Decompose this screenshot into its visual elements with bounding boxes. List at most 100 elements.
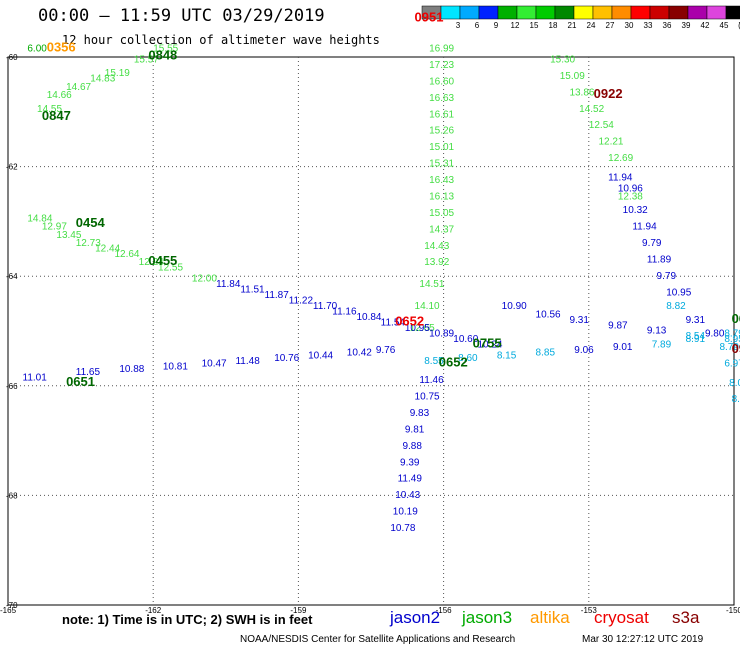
color-scale-label: 9	[494, 21, 499, 30]
swh-value: 11.94	[632, 222, 657, 233]
satellite-legend-jason2: jason2	[390, 608, 441, 627]
pass-time-label: 0755	[473, 335, 502, 350]
swh-value: 16.60	[429, 76, 454, 87]
swh-value: 8.79	[719, 342, 739, 353]
swh-value: 9.87	[608, 320, 628, 331]
swh-value: 16.13	[429, 191, 454, 202]
swh-value: 15.31	[429, 159, 454, 170]
swh-value: 13.92	[424, 257, 449, 268]
color-scale-label: 33	[644, 21, 653, 30]
swh-value: 10.19	[393, 507, 418, 518]
swh-value: 10.47	[202, 359, 227, 370]
lat-tick-label: -68	[6, 491, 18, 500]
swh-value: 12.97	[42, 222, 67, 233]
color-scale: 36912151821242730333639424570(ft)	[421, 5, 740, 30]
swh-value: 15.57	[134, 54, 159, 65]
swh-value: 8.55	[424, 356, 444, 367]
map-frame	[7, 56, 735, 606]
swh-value: 8.85	[536, 348, 556, 359]
swh-value: 11.49	[398, 474, 423, 485]
swh-value: 12.64	[114, 249, 139, 260]
swh-value: 10.44	[308, 350, 333, 361]
color-scale-label: 24	[587, 21, 596, 30]
color-scale-label: 6	[475, 21, 480, 30]
swh-value: 14.84	[27, 213, 52, 224]
swh-value: 12.55	[158, 263, 183, 274]
swh-value: 10.95	[666, 287, 691, 298]
swh-value: 13.45	[56, 230, 81, 241]
swh-value: 16.63	[429, 93, 454, 104]
lat-tick-label: -62	[6, 163, 18, 172]
swh-value: 12.44	[95, 244, 120, 255]
color-scale-label: 27	[606, 21, 615, 30]
color-scale-label: 42	[701, 21, 710, 30]
swh-value: 13.86	[569, 87, 594, 98]
color-scale-label: 30	[625, 21, 634, 30]
swh-value: 10.89	[429, 328, 454, 339]
swh-value: 10.90	[502, 301, 527, 312]
swh-value: 11.54	[381, 318, 406, 329]
swh-value: 8.95	[724, 334, 740, 345]
swh-value: 8.79	[724, 328, 740, 339]
swh-value: 9.39	[400, 457, 420, 468]
swh-value: 11.89	[647, 255, 672, 266]
swh-value: 12.69	[608, 153, 633, 164]
color-scale-unit: (ft)	[738, 21, 740, 30]
swh-value: 9.88	[402, 441, 422, 452]
lat-tick-label: -66	[6, 382, 18, 391]
swh-value: 12.00	[192, 274, 217, 285]
swh-track-s3a: 8.829.319.808.796.978.048.1	[666, 301, 740, 405]
color-scale-label: 70	[739, 21, 740, 30]
color-scale-label: 15	[530, 21, 539, 30]
swh-value: 8.91	[686, 334, 706, 345]
swh-value: 16.43	[429, 175, 454, 186]
swh-value: 16.99	[429, 44, 454, 55]
color-scale-label: 21	[568, 21, 577, 30]
satellite-legend-s3a: s3a	[672, 608, 700, 627]
swh-value: 8.82	[666, 301, 686, 312]
swh-value: 15.05	[429, 208, 454, 219]
color-scale-label: 45	[720, 21, 729, 30]
swh-value: 12.38	[618, 191, 643, 202]
pass-time-label: 0652	[439, 355, 468, 370]
swh-value: 14.55	[37, 104, 62, 115]
swh-value: 9.76	[376, 345, 396, 356]
swh-value: 10.78	[390, 523, 415, 534]
swh-value: 15.30	[550, 54, 575, 65]
swh-value: 10.76	[274, 353, 299, 364]
swh-value: 12.54	[589, 120, 614, 131]
lat-tick-label: -60	[6, 53, 18, 62]
swh-value: 6.97	[724, 359, 740, 370]
map-title: 00:00 – 11:59 UTC 03/29/2019	[38, 6, 325, 26]
swh-value: 6.00	[27, 44, 47, 55]
swh-value: 12.65	[410, 323, 435, 334]
swh-track-jason2: 11.46 10.75 9.83 9.81 9.88 9.39 11.49 10.43 10.1…	[390, 375, 444, 534]
swh-value: 9.79	[642, 238, 662, 249]
swh-value: 9.01	[613, 342, 633, 353]
swh-value: 8.1	[732, 394, 740, 405]
footer-credit: NOAA/NESDIS Center for Satellite Applica…	[240, 634, 516, 645]
lon-tick-label: -156	[436, 606, 453, 615]
swh-value: 12.24	[139, 257, 164, 268]
swh-value: 10.60	[453, 334, 478, 345]
swh-value: 9.31	[686, 315, 706, 326]
swh-value: 14.67	[66, 82, 91, 93]
pass-time-label: 0922	[594, 86, 623, 101]
units-note: note: 1) Time is in UTC; 2) SWH is in fe…	[62, 612, 313, 627]
swh-value: 11.51	[240, 285, 265, 296]
swh-value: 10.43	[395, 490, 420, 501]
swh-value: 7.89	[652, 339, 672, 350]
swh-value: 12.73	[76, 238, 101, 249]
swh-value: 14.52	[579, 104, 604, 115]
swh-value: 15.09	[560, 71, 585, 82]
swh-value: 11.94	[608, 172, 633, 183]
swh-value: 17.23	[429, 60, 454, 71]
swh-value: 14.43	[424, 241, 449, 252]
map-subtitle: 12 hour collection of altimeter wave hei…	[62, 33, 380, 47]
swh-track-jason3: 16.99 17.23 16.60 16.63 16.61 15.26 15.01 15.31…	[410, 44, 455, 334]
swh-value: 12.21	[598, 137, 623, 148]
swh-value: 14.83	[90, 74, 115, 85]
